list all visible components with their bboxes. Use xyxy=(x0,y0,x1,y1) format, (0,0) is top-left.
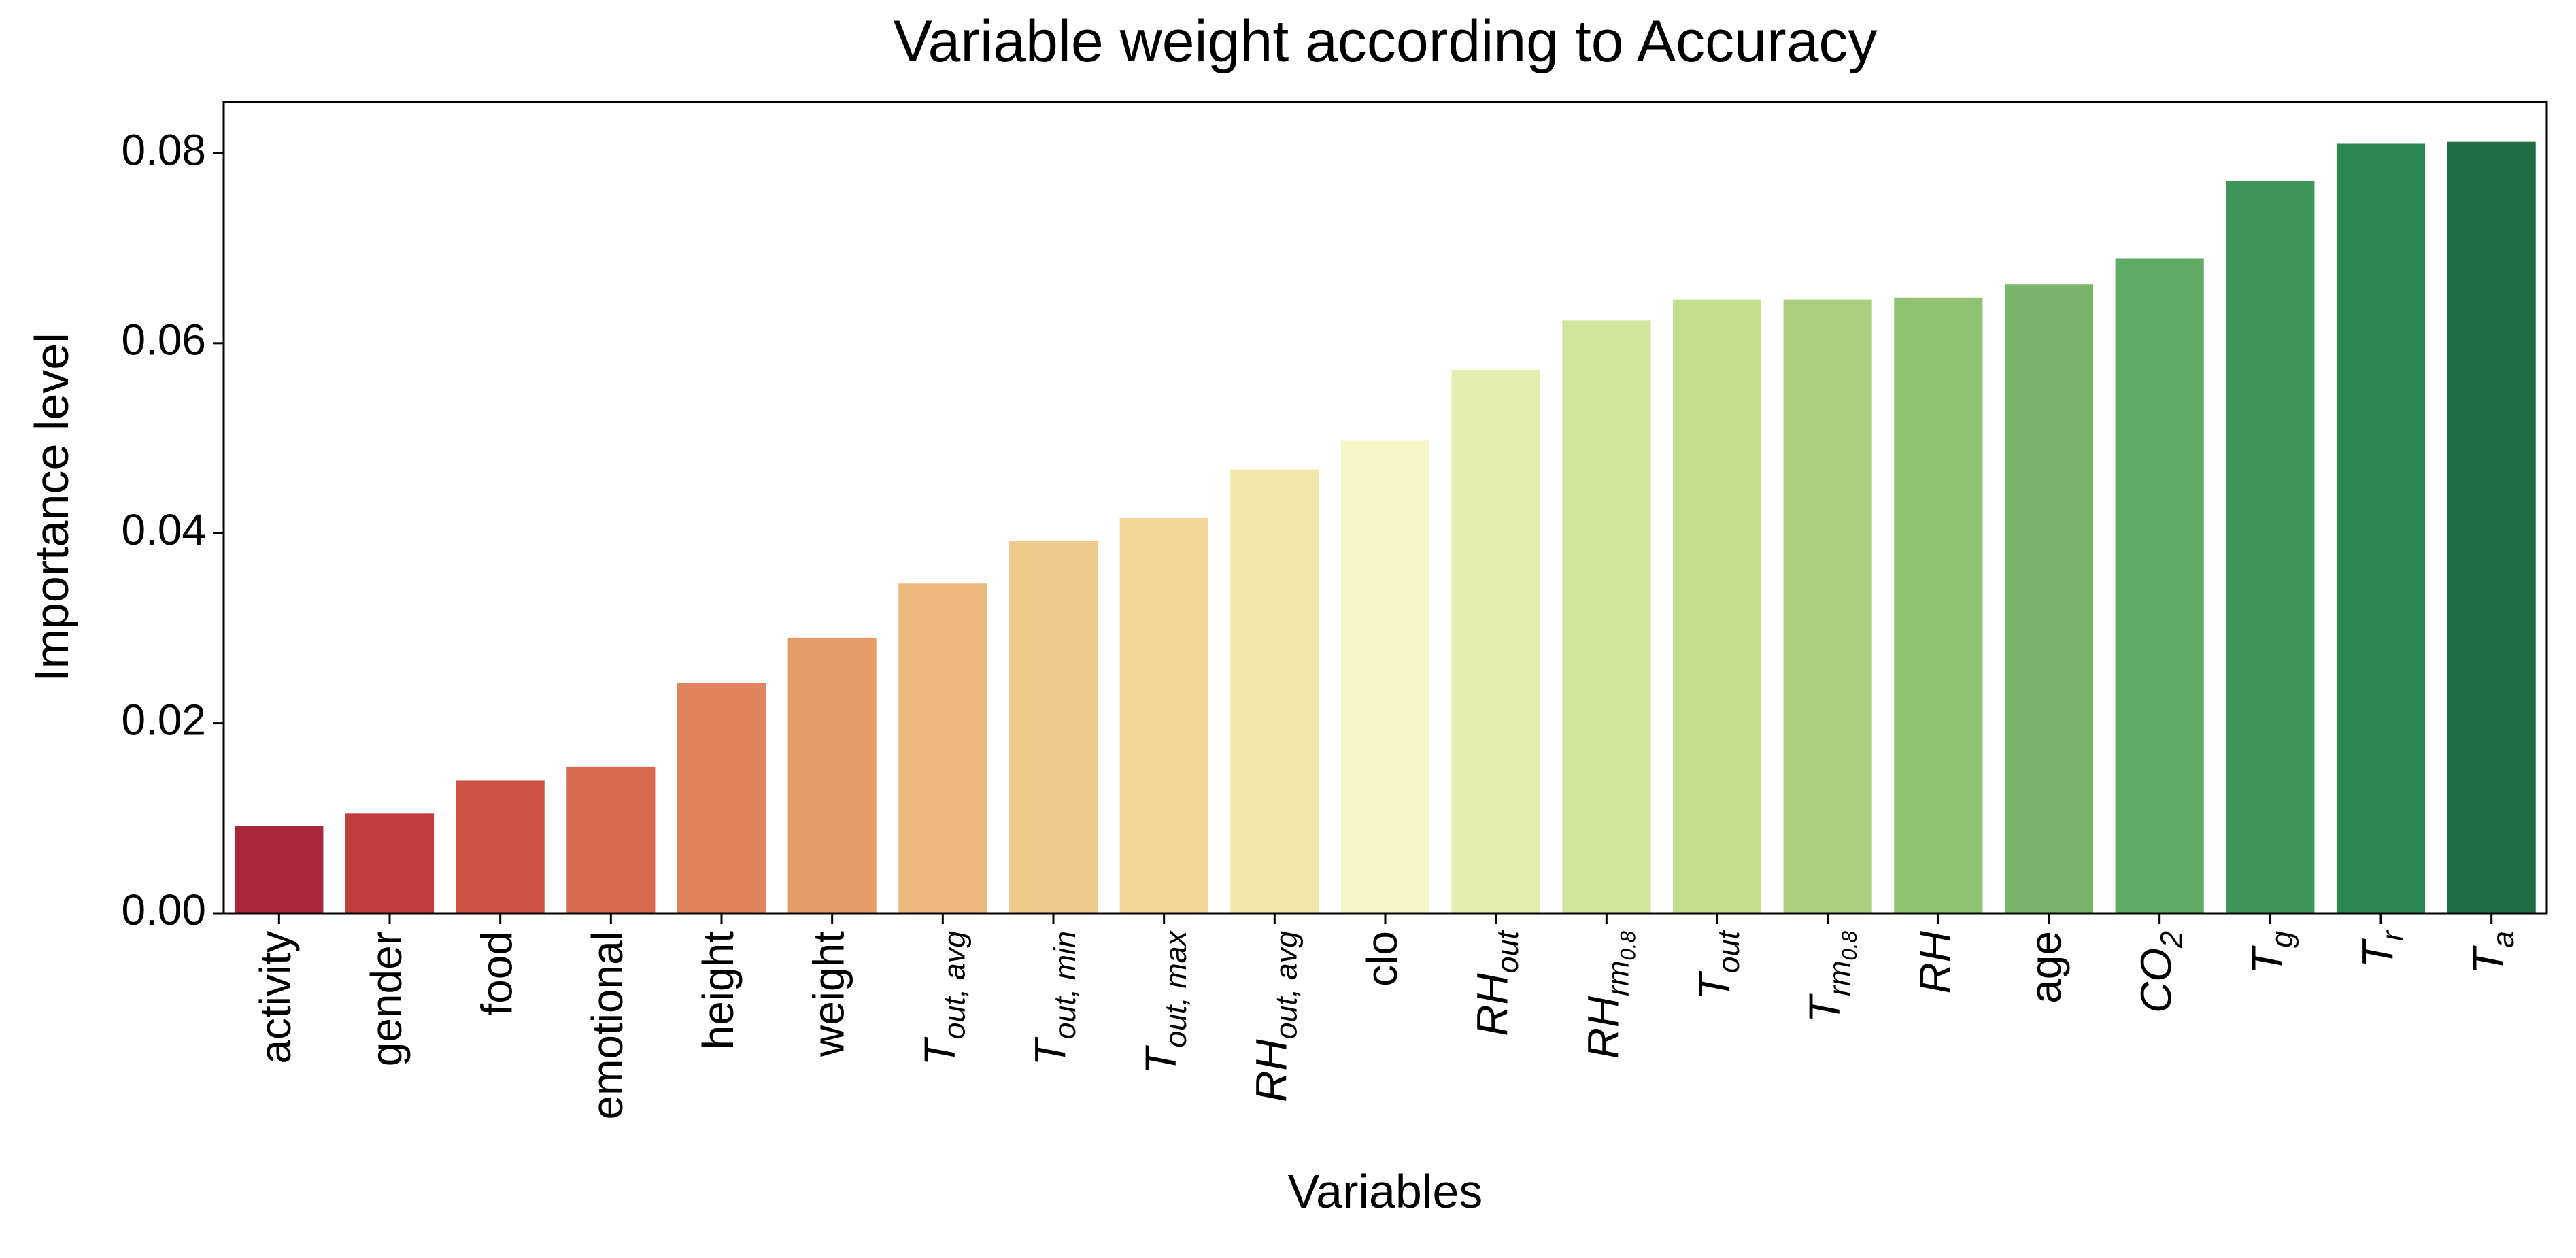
bar xyxy=(898,583,987,913)
x-tick-label: activity xyxy=(251,931,300,1064)
x-tick-label: Tout, avg xyxy=(915,931,971,1066)
bar xyxy=(2226,180,2315,914)
x-tick-label-part: T xyxy=(2242,945,2291,974)
plot-frame xyxy=(222,101,2548,915)
x-tick-label: CO2 xyxy=(2132,931,2188,1013)
bar xyxy=(2447,141,2536,914)
x-tick-label-part: r xyxy=(2375,930,2409,941)
x-tick-label-part: T xyxy=(915,1037,964,1066)
x-tick-label-part: RH xyxy=(1578,996,1627,1059)
y-tick-label: 0.06 xyxy=(121,316,206,364)
x-tick-label-part: 0.8 xyxy=(1616,930,1640,960)
x-tick-label-part: T xyxy=(2353,938,2402,968)
x-tick-label-part: out, avg xyxy=(1269,931,1303,1039)
x-tick-label-part: 0.8 xyxy=(1837,930,1861,960)
x-tick-label-part: rm xyxy=(1823,961,1857,996)
x-tick-label-part: RH xyxy=(1247,1039,1295,1102)
x-tick-label: RHrm0.8 xyxy=(1578,930,1640,1059)
chart-title: Variable weight according to Accuracy xyxy=(894,9,1878,74)
x-tick-label: Tr xyxy=(2353,930,2409,968)
x-tick-label: gender xyxy=(362,931,411,1066)
x-tick-label-part: out, avg xyxy=(937,931,971,1039)
x-tick-label-part: T xyxy=(1136,1045,1185,1074)
x-tick-label: Ta xyxy=(2464,931,2520,974)
x-axis-label: Variables xyxy=(1288,1165,1483,1218)
x-tick-label: Trm0.8 xyxy=(1800,930,1862,1022)
x-tick-label-part: T xyxy=(1800,993,1849,1023)
x-tick-label-part: RH xyxy=(1468,973,1517,1036)
x-tick-label-part: T xyxy=(1689,970,1738,1000)
bar xyxy=(1451,369,1540,913)
y-tick-label: 0.04 xyxy=(121,505,206,554)
bar xyxy=(1340,440,1430,913)
x-tick-label-part: RH xyxy=(1910,930,1959,993)
x-tick-label-part: out, max xyxy=(1159,930,1193,1047)
x-tick-label: Tout xyxy=(1689,930,1746,1000)
bar xyxy=(1783,299,1872,913)
x-tick-label-part: CO xyxy=(2132,948,2181,1013)
bar xyxy=(2336,143,2426,913)
y-axis-label: Importance level xyxy=(25,333,78,682)
x-tick-label: height xyxy=(694,931,743,1050)
x-tick-label-part: T xyxy=(2464,945,2513,974)
x-tick-label: RHout, avg xyxy=(1247,931,1303,1102)
bar xyxy=(1230,469,1319,913)
x-tick-label: RH xyxy=(1910,930,1959,993)
x-tick-label: Tout, max xyxy=(1136,930,1193,1074)
bar xyxy=(2115,258,2204,913)
x-tick-label-part: out xyxy=(1491,930,1525,973)
bar xyxy=(1562,320,1651,913)
x-tick-label-part: g xyxy=(2265,931,2299,948)
x-tick-label: food xyxy=(473,931,522,1016)
y-tick-label: 0.02 xyxy=(121,696,206,745)
bar xyxy=(456,780,545,913)
x-tick-label-part: rm xyxy=(1601,961,1635,996)
bar xyxy=(2004,284,2094,913)
y-tick-label: 0.00 xyxy=(121,885,206,934)
x-tick-label: age xyxy=(2021,931,2070,1004)
bar xyxy=(1119,517,1208,913)
x-tick-label-part: out, min xyxy=(1048,931,1082,1039)
x-tick-label: Tg xyxy=(2242,931,2299,974)
x-tick-label: clo xyxy=(1357,931,1406,987)
x-tick-label-part: a xyxy=(2486,931,2520,948)
bar xyxy=(1672,299,1762,913)
bar xyxy=(787,637,877,913)
bar xyxy=(566,766,656,913)
bar xyxy=(235,826,324,913)
x-tick-label: RHout xyxy=(1468,930,1525,1036)
x-tick-label: emotional xyxy=(583,931,632,1120)
bar xyxy=(1894,297,1983,913)
bar xyxy=(345,813,435,913)
bar xyxy=(677,683,766,913)
y-tick-label: 0.08 xyxy=(121,125,206,174)
x-tick-label-part: out xyxy=(1712,930,1746,973)
x-tick-label: Tout, min xyxy=(1026,931,1082,1066)
x-tick-label-part: T xyxy=(1026,1036,1074,1066)
x-tick-label-part: 2 xyxy=(2154,931,2188,949)
bar xyxy=(1009,541,1098,913)
x-tick-label: weight xyxy=(804,931,853,1057)
